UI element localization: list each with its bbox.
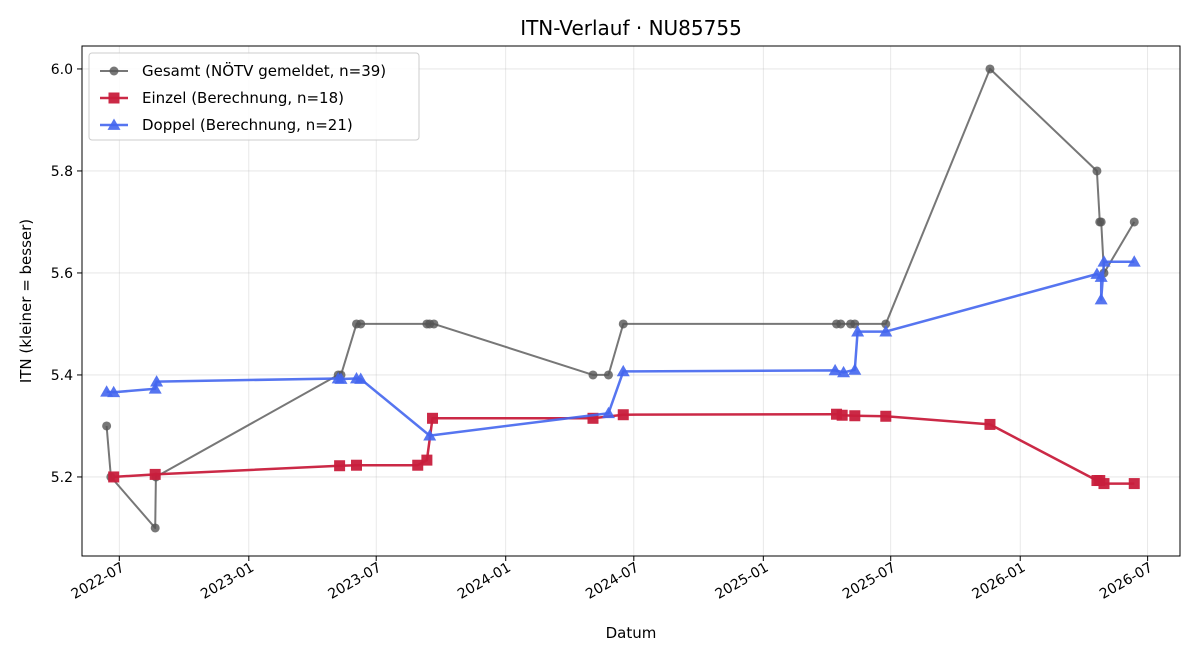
data-point [150,375,164,387]
y-tick-label: 6.0 [51,62,73,78]
data-point [1092,166,1102,176]
legend-box [88,52,420,141]
y-tick-label: 5.8 [51,164,73,180]
data-point [616,364,630,377]
legend-item: Doppel (Berechnung, n=21) [100,116,353,134]
data-point [881,319,891,329]
data-point [150,523,160,533]
data-point [1094,270,1108,282]
legend-label: Doppel (Berechnung, n=21) [142,116,353,134]
data-point [427,412,439,424]
y-tick-label: 5.6 [51,266,73,282]
legend: Gesamt (NÖTV gemeldet, n=39) Einzel (Bere… [88,52,420,141]
data-point [851,325,865,337]
legend-marker [107,118,121,130]
data-point [356,319,366,329]
data-point [108,471,120,483]
data-point [107,385,121,398]
x-axis-label: Datum [606,624,657,642]
series-triangle [100,255,1141,441]
data-point [334,372,348,384]
data-point [1094,292,1108,305]
data-point [984,418,996,430]
data-point [828,363,842,376]
data-point [412,459,424,471]
data-point [836,409,848,421]
data-point [880,410,892,422]
data-point [351,459,362,471]
series-layer [100,64,1141,533]
data-point [149,468,161,480]
data-point [831,408,843,420]
legend-label: Einzel (Berechnung, n=18) [142,89,344,107]
data-point [102,421,112,431]
y-tick-label: 5.2 [51,470,73,486]
data-point [1098,478,1110,490]
data-point [879,325,893,337]
data-point [837,365,851,378]
data-point [1097,255,1111,267]
y-tick-label: 5.4 [51,368,73,384]
data-point [1128,478,1140,490]
data-point [1129,217,1139,227]
legend-label: Gesamt (NÖTV gemeldet, n=39) [142,61,386,80]
data-point [587,412,599,424]
data-point [601,406,615,419]
data-point [603,370,613,380]
data-point [354,372,368,384]
data-point [618,319,628,329]
data-point [1096,217,1106,227]
plot-frame [81,45,1181,557]
data-point [423,429,437,441]
legend-item: Einzel (Berechnung, n=18) [100,89,344,107]
data-point [848,363,862,375]
data-point [849,410,861,422]
series-square [108,408,1140,490]
data-point [836,319,846,329]
chart-title: ITN-Verlauf · NU85755 [520,16,742,40]
legend-marker [108,92,120,104]
legend-item: Gesamt (NÖTV gemeldet, n=39) [100,61,386,80]
data-point [429,319,439,329]
data-point [421,454,433,466]
data-point [1127,255,1141,267]
y-axis-label: ITN (kleiner = besser) [17,219,35,383]
data-point [985,64,995,74]
data-point [148,382,162,394]
data-point [334,460,346,472]
legend-marker [109,66,119,76]
data-point [617,409,629,421]
data-point [588,370,598,380]
